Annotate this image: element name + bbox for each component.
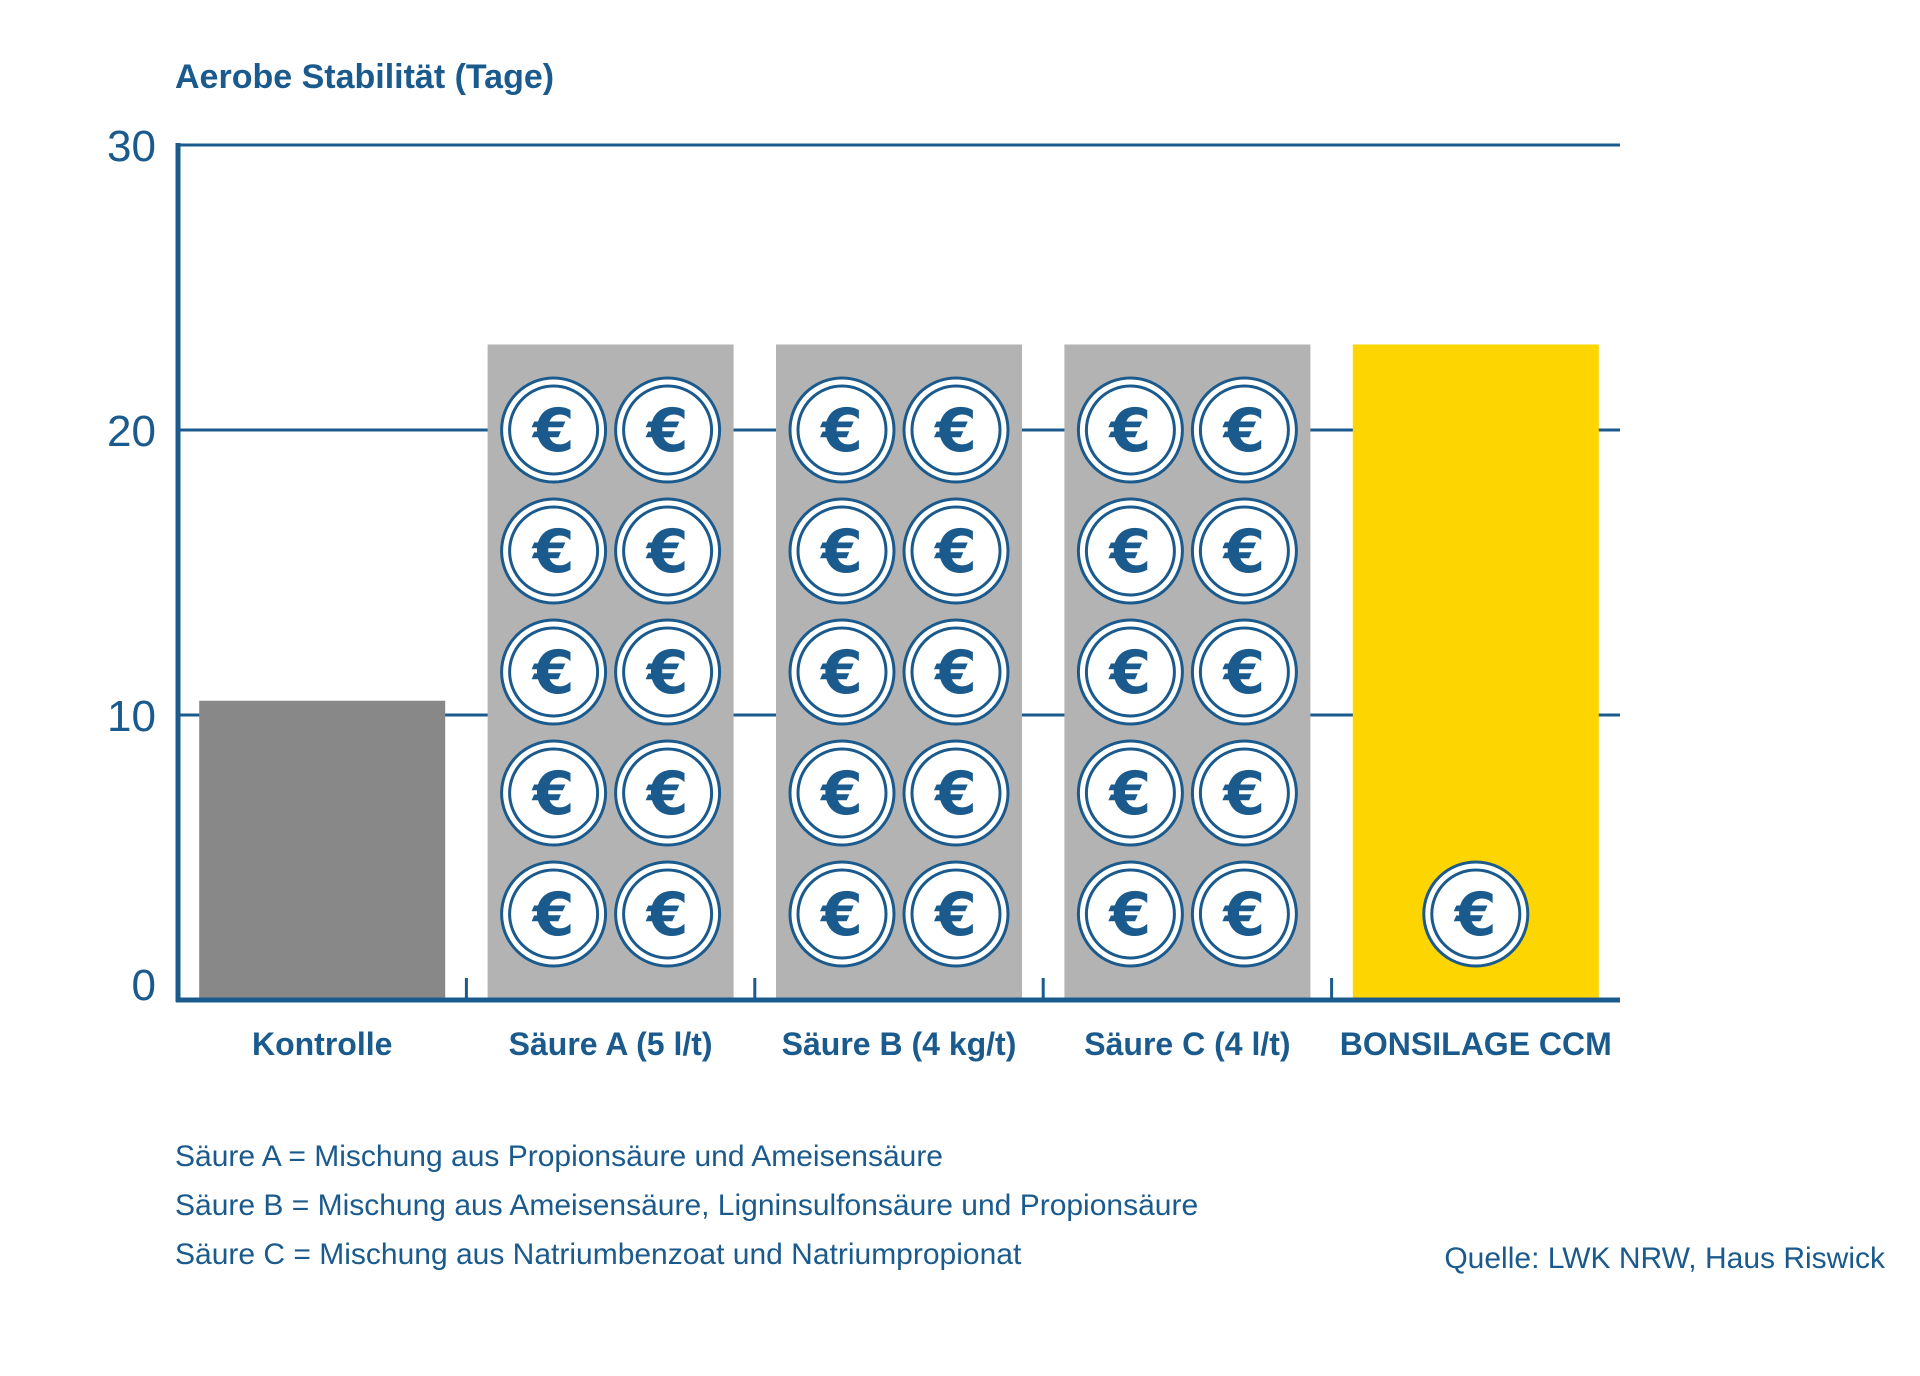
euro-coin-icon: € [1422, 860, 1530, 968]
euro-coin-icon: € [614, 376, 722, 484]
bars [199, 344, 1599, 1000]
category-label: Säure C (4 l/t) [1084, 1026, 1290, 1062]
euro-symbol: € [1108, 880, 1152, 950]
category-label: Kontrolle [252, 1026, 392, 1062]
note-1: Säure A = Mischung aus Propionsäure und … [175, 1140, 943, 1173]
euro-coin-icon: € [1190, 739, 1298, 847]
euro-coin-icon: € [1076, 497, 1184, 605]
euro-symbol: € [1222, 517, 1266, 587]
euro-symbol: € [645, 638, 689, 708]
euro-coin-icon: € [902, 376, 1010, 484]
euro-symbol: € [1108, 638, 1152, 708]
euro-coin-icon: € [788, 497, 896, 605]
euro-symbol: € [933, 396, 977, 466]
euro-coin-icon: € [500, 497, 608, 605]
euro-coin-icon: € [614, 497, 722, 605]
y-tick-label: 20 [107, 407, 156, 456]
euro-symbol: € [531, 638, 575, 708]
euro-coin-icon: € [902, 618, 1010, 726]
euro-coin-icon: € [902, 739, 1010, 847]
euro-coin-icon: € [500, 739, 608, 847]
euro-coin-icon: € [1190, 376, 1298, 484]
euro-symbol: € [933, 638, 977, 708]
euro-symbol: € [645, 880, 689, 950]
euro-symbol: € [1222, 880, 1266, 950]
category-labels: Kontrolle Säure A (5 l/t) Säure B (4 kg/t)… [252, 1026, 1612, 1062]
euro-coin-icon: € [614, 618, 722, 726]
euro-symbol: € [645, 396, 689, 466]
euro-symbol: € [1222, 759, 1266, 829]
euro-coin-icon: € [614, 860, 722, 968]
axes [175, 143, 1620, 1003]
euro-symbol: € [1108, 517, 1152, 587]
euro-coin-icon: € [788, 860, 896, 968]
y-tick-label: 30 [107, 122, 156, 171]
source-note: Quelle: LWK NRW, Haus Riswick [1444, 1242, 1886, 1275]
euro-symbol: € [1453, 880, 1497, 950]
euro-symbol: € [1222, 638, 1266, 708]
euro-symbol: € [819, 759, 863, 829]
euro-symbol: € [933, 517, 977, 587]
y-tick-label: 0 [132, 961, 156, 1010]
euro-coin-icon: € [1076, 376, 1184, 484]
coins: € € € € € € € € € € € € € € € € € € € € € € € € € € € € € € € [500, 376, 1530, 968]
euro-symbol: € [531, 880, 575, 950]
euro-symbol: € [531, 517, 575, 587]
category-label: Säure B (4 kg/t) [782, 1026, 1017, 1062]
euro-coin-icon: € [788, 376, 896, 484]
euro-coin-icon: € [788, 618, 896, 726]
category-label: Säure A (5 l/t) [509, 1026, 713, 1062]
euro-symbol: € [1108, 396, 1152, 466]
euro-symbol: € [819, 517, 863, 587]
euro-symbol: € [1108, 759, 1152, 829]
chart-title: Aerobe Stabilität (Tage) [175, 58, 554, 96]
euro-coin-icon: € [1190, 497, 1298, 605]
euro-coin-icon: € [1076, 739, 1184, 847]
category-label: BONSILAGE CCM [1340, 1026, 1612, 1062]
euro-coin-icon: € [614, 739, 722, 847]
euro-coin-icon: € [1190, 618, 1298, 726]
euro-symbol: € [645, 517, 689, 587]
y-tick-label: 10 [107, 692, 156, 741]
euro-coin-icon: € [1190, 860, 1298, 968]
bar-0 [199, 700, 446, 1000]
euro-symbol: € [531, 396, 575, 466]
euro-symbol: € [933, 759, 977, 829]
y-tick-labels: 0 10 20 30 [107, 122, 156, 1010]
euro-symbol: € [819, 396, 863, 466]
euro-symbol: € [531, 759, 575, 829]
euro-symbol: € [645, 759, 689, 829]
euro-symbol: € [819, 638, 863, 708]
euro-symbol: € [819, 880, 863, 950]
euro-coin-icon: € [500, 376, 608, 484]
note-2: Säure B = Mischung aus Ameisensäure, Lig… [175, 1189, 1198, 1222]
euro-coin-icon: € [500, 618, 608, 726]
euro-coin-icon: € [1076, 618, 1184, 726]
euro-coin-icon: € [902, 860, 1010, 968]
euro-coin-icon: € [500, 860, 608, 968]
euro-coin-icon: € [902, 497, 1010, 605]
euro-coin-icon: € [788, 739, 896, 847]
euro-coin-icon: € [1076, 860, 1184, 968]
euro-symbol: € [933, 880, 977, 950]
note-3: Säure C = Mischung aus Natriumbenzoat un… [175, 1238, 1022, 1271]
euro-symbol: € [1222, 396, 1266, 466]
